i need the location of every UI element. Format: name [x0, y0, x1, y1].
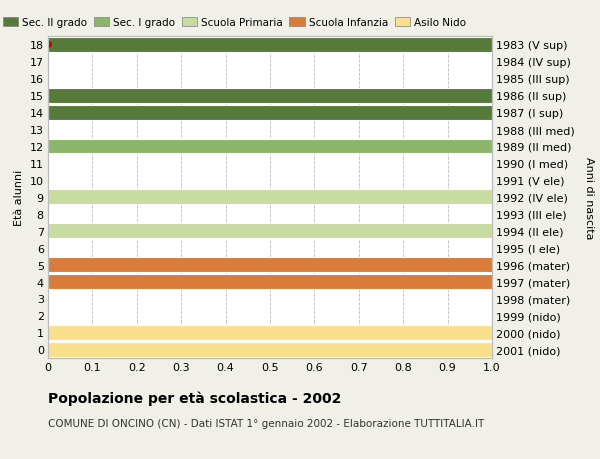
Bar — [48, 257, 492, 273]
Y-axis label: Anni di nascita: Anni di nascita — [584, 156, 595, 239]
Y-axis label: Età alunni: Età alunni — [14, 169, 24, 225]
Legend: Sec. II grado, Sec. I grado, Scuola Primaria, Scuola Infanzia, Asilo Nido: Sec. II grado, Sec. I grado, Scuola Prim… — [2, 18, 466, 28]
Bar — [48, 190, 492, 205]
Bar — [48, 139, 492, 154]
Bar — [48, 89, 492, 103]
Bar — [48, 274, 492, 289]
Text: COMUNE DI ONCINO (CN) - Dati ISTAT 1° gennaio 2002 - Elaborazione TUTTITALIA.IT: COMUNE DI ONCINO (CN) - Dati ISTAT 1° ge… — [48, 418, 484, 428]
Bar — [48, 106, 492, 120]
Bar — [48, 38, 492, 53]
Text: Popolazione per età scolastica - 2002: Popolazione per età scolastica - 2002 — [48, 390, 341, 405]
Bar — [48, 342, 492, 357]
Bar — [48, 224, 492, 239]
Bar — [48, 325, 492, 340]
